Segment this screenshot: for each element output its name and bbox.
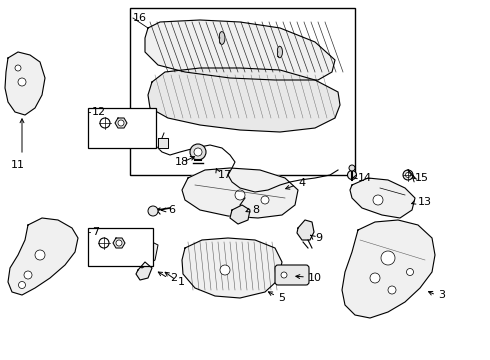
Text: 5: 5 xyxy=(278,293,285,303)
Polygon shape xyxy=(145,20,335,80)
Circle shape xyxy=(235,190,245,200)
Circle shape xyxy=(261,196,269,204)
Circle shape xyxy=(403,170,413,180)
Circle shape xyxy=(406,172,411,177)
Text: 3: 3 xyxy=(438,290,445,300)
Text: 8: 8 xyxy=(252,205,259,215)
Circle shape xyxy=(35,250,45,260)
Circle shape xyxy=(381,251,395,265)
Text: 10: 10 xyxy=(308,273,322,283)
Text: 1: 1 xyxy=(178,277,185,287)
Circle shape xyxy=(148,206,158,216)
Text: 15: 15 xyxy=(415,173,429,183)
Polygon shape xyxy=(182,168,298,218)
Circle shape xyxy=(407,269,414,275)
FancyBboxPatch shape xyxy=(275,265,309,285)
Polygon shape xyxy=(342,220,435,318)
Circle shape xyxy=(347,171,357,180)
Circle shape xyxy=(388,286,396,294)
Polygon shape xyxy=(130,240,158,268)
Polygon shape xyxy=(5,52,45,115)
Bar xyxy=(130,8,355,175)
Circle shape xyxy=(349,165,355,171)
Polygon shape xyxy=(115,118,127,128)
Polygon shape xyxy=(350,178,415,218)
Polygon shape xyxy=(113,238,125,248)
Text: 13: 13 xyxy=(418,197,432,207)
Polygon shape xyxy=(230,205,250,224)
Polygon shape xyxy=(297,220,314,240)
Circle shape xyxy=(24,271,32,279)
Text: 14: 14 xyxy=(358,173,372,183)
Circle shape xyxy=(99,238,109,248)
Text: 2: 2 xyxy=(170,273,177,283)
Circle shape xyxy=(281,272,287,278)
Polygon shape xyxy=(148,68,340,132)
Polygon shape xyxy=(136,262,152,280)
Text: 6: 6 xyxy=(168,205,175,215)
Text: 18: 18 xyxy=(175,157,189,167)
Circle shape xyxy=(19,282,25,288)
Polygon shape xyxy=(182,238,282,298)
Text: 16: 16 xyxy=(133,13,147,23)
Circle shape xyxy=(15,65,21,71)
Circle shape xyxy=(220,265,230,275)
Circle shape xyxy=(116,240,122,246)
Circle shape xyxy=(370,273,380,283)
Text: 7: 7 xyxy=(92,227,99,237)
Polygon shape xyxy=(158,138,168,148)
Circle shape xyxy=(373,195,383,205)
Circle shape xyxy=(18,78,26,86)
Circle shape xyxy=(194,148,202,156)
Text: 12: 12 xyxy=(92,107,106,117)
Text: 11: 11 xyxy=(11,160,25,170)
Text: 17: 17 xyxy=(218,170,232,180)
Circle shape xyxy=(190,144,206,160)
Circle shape xyxy=(118,120,124,126)
Polygon shape xyxy=(8,218,78,295)
Text: 9: 9 xyxy=(315,233,322,243)
Bar xyxy=(88,228,153,266)
Bar xyxy=(88,108,156,148)
Text: 4: 4 xyxy=(298,178,305,188)
Polygon shape xyxy=(277,46,282,58)
Polygon shape xyxy=(220,32,225,44)
Circle shape xyxy=(100,118,110,128)
